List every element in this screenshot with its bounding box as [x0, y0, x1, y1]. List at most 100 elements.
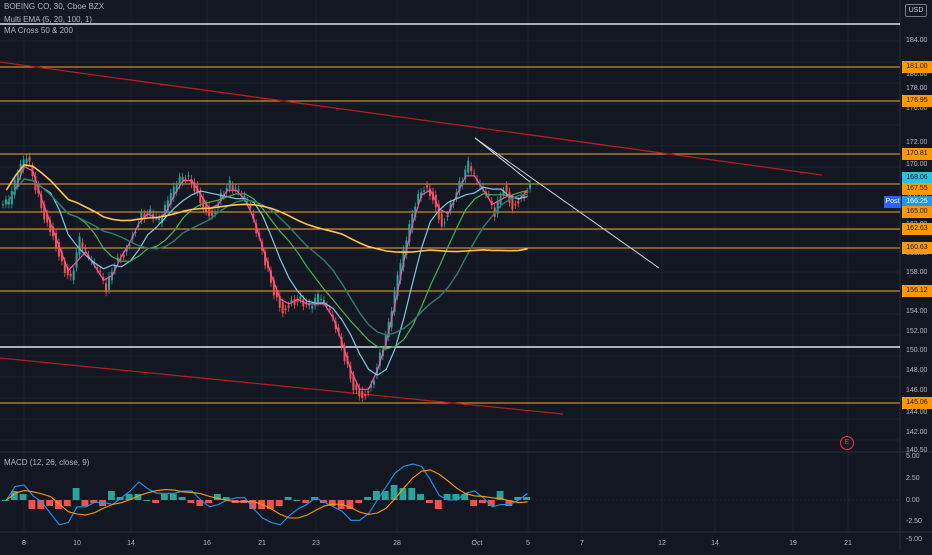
macd-histogram-bar — [46, 500, 53, 506]
candle-body — [264, 251, 267, 266]
candle-body — [322, 299, 325, 303]
macd-histogram-bar — [2, 500, 9, 501]
candle-body — [281, 302, 284, 314]
candle-body — [193, 182, 196, 191]
macd-histogram-bar — [249, 500, 257, 509]
candle-body — [49, 220, 52, 233]
candle-body — [187, 175, 190, 177]
earnings-icon[interactable]: E — [840, 436, 854, 450]
ema-legend[interactable]: Multi EMA (5, 20, 100, 1) — [4, 15, 93, 24]
ma-200-line — [5, 163, 528, 254]
candle-body — [40, 194, 43, 209]
price-level-tag[interactable]: 165.00 — [902, 206, 932, 218]
candle-body — [246, 200, 249, 202]
candle-body — [60, 251, 63, 262]
macd-histogram-bar — [373, 491, 380, 500]
descending-trendline-lower — [0, 357, 564, 415]
macd-histogram-bar — [196, 500, 204, 506]
candle-body — [13, 179, 16, 195]
candle-body — [214, 213, 216, 215]
macd-histogram-bar — [63, 500, 71, 506]
symbol-legend[interactable]: BOEING CO, 30, Cboe BZX — [4, 2, 105, 11]
candle-body — [370, 384, 373, 388]
price-axis-label: 172.00 — [906, 139, 928, 146]
macd-histogram-bar — [108, 491, 115, 500]
candle-body — [314, 297, 317, 306]
candle-body — [66, 267, 69, 276]
candle-body — [529, 183, 532, 189]
candle-body — [396, 275, 399, 297]
candle-body — [184, 178, 187, 180]
macd-histogram-bar — [214, 494, 221, 500]
price-level-tag[interactable]: 168.06 — [902, 172, 932, 184]
candle-body — [355, 384, 358, 390]
post-market-label: Post — [884, 196, 901, 208]
price-level-tag[interactable]: 181.00 — [902, 61, 932, 73]
price-axis-label: 146.00 — [906, 387, 928, 394]
candle-body — [231, 185, 234, 190]
macd-histogram-bar — [346, 500, 354, 509]
time-axis-label: 10 — [73, 540, 81, 547]
candle-body — [287, 305, 290, 308]
macd-histogram-bar — [37, 500, 45, 509]
candle-body — [172, 186, 175, 198]
macd-legend[interactable]: MACD (12, 26, close, 9) — [4, 458, 90, 467]
candle-body — [343, 346, 346, 361]
candle-body — [337, 327, 340, 333]
candle-body — [470, 166, 473, 172]
candle-body — [134, 231, 137, 233]
price-level-tag[interactable]: 170.81 — [902, 148, 932, 160]
price-level-tag[interactable]: 176.95 — [902, 95, 932, 107]
price-axis-label: 152.00 — [906, 328, 928, 335]
candle-body — [526, 191, 529, 193]
time-axis-label: Oct — [472, 540, 483, 547]
candle-body — [443, 222, 446, 224]
macd-histogram-bar — [152, 500, 159, 503]
macd-histogram-bar — [461, 494, 469, 500]
candle-body — [349, 365, 352, 379]
time-axis-label: 5 — [526, 540, 530, 547]
candle-body — [467, 160, 470, 173]
macd-histogram-bar — [134, 494, 142, 500]
candle-body — [452, 203, 455, 205]
price-level-tag[interactable]: 166.25 — [902, 196, 932, 208]
macd-histogram-bar — [275, 500, 283, 506]
macd-axis-label: 2.50 — [906, 475, 920, 482]
candle-body — [199, 191, 202, 203]
candle-body — [175, 184, 178, 192]
price-axis-label: 180.00 — [906, 71, 928, 78]
macd-axis-label: -5.00 — [906, 536, 922, 543]
candle-body — [358, 387, 361, 397]
currency-button[interactable]: USD — [905, 4, 927, 17]
candle-body — [293, 299, 296, 305]
candle-body — [296, 299, 299, 302]
price-level-tag[interactable]: 156.12 — [902, 285, 932, 297]
candle-body — [46, 213, 49, 223]
candle-body — [190, 178, 193, 185]
price-level-tag[interactable]: 160.63 — [902, 242, 932, 254]
time-axis-label: 19 — [789, 540, 797, 547]
macd-histogram-bar — [399, 488, 407, 500]
price-level-tag[interactable]: 145.06 — [902, 397, 932, 409]
macd-histogram-bar — [470, 500, 477, 506]
candle-body — [108, 276, 110, 290]
ma-cross-legend[interactable]: MA Cross 50 & 200 — [4, 26, 73, 35]
macd-line — [5, 463, 528, 526]
time-axis-label: 23 — [312, 540, 320, 547]
price-level-tag[interactable]: 162.63 — [902, 223, 932, 235]
candle-body — [325, 305, 328, 307]
macd-histogram-bar — [426, 500, 433, 503]
macd-histogram-bar — [452, 494, 460, 500]
price-axis-label: 144.00 — [906, 409, 928, 416]
candle-body — [458, 181, 461, 192]
candle-body — [169, 193, 172, 205]
candle-body — [105, 283, 108, 293]
candle-body — [243, 195, 246, 198]
candle-body — [446, 214, 449, 217]
price-level-tag[interactable]: 167.55 — [902, 183, 932, 195]
price-axis-label: 178.00 — [906, 85, 928, 92]
macd-histogram-bar — [434, 500, 442, 509]
candle-body — [426, 185, 428, 188]
